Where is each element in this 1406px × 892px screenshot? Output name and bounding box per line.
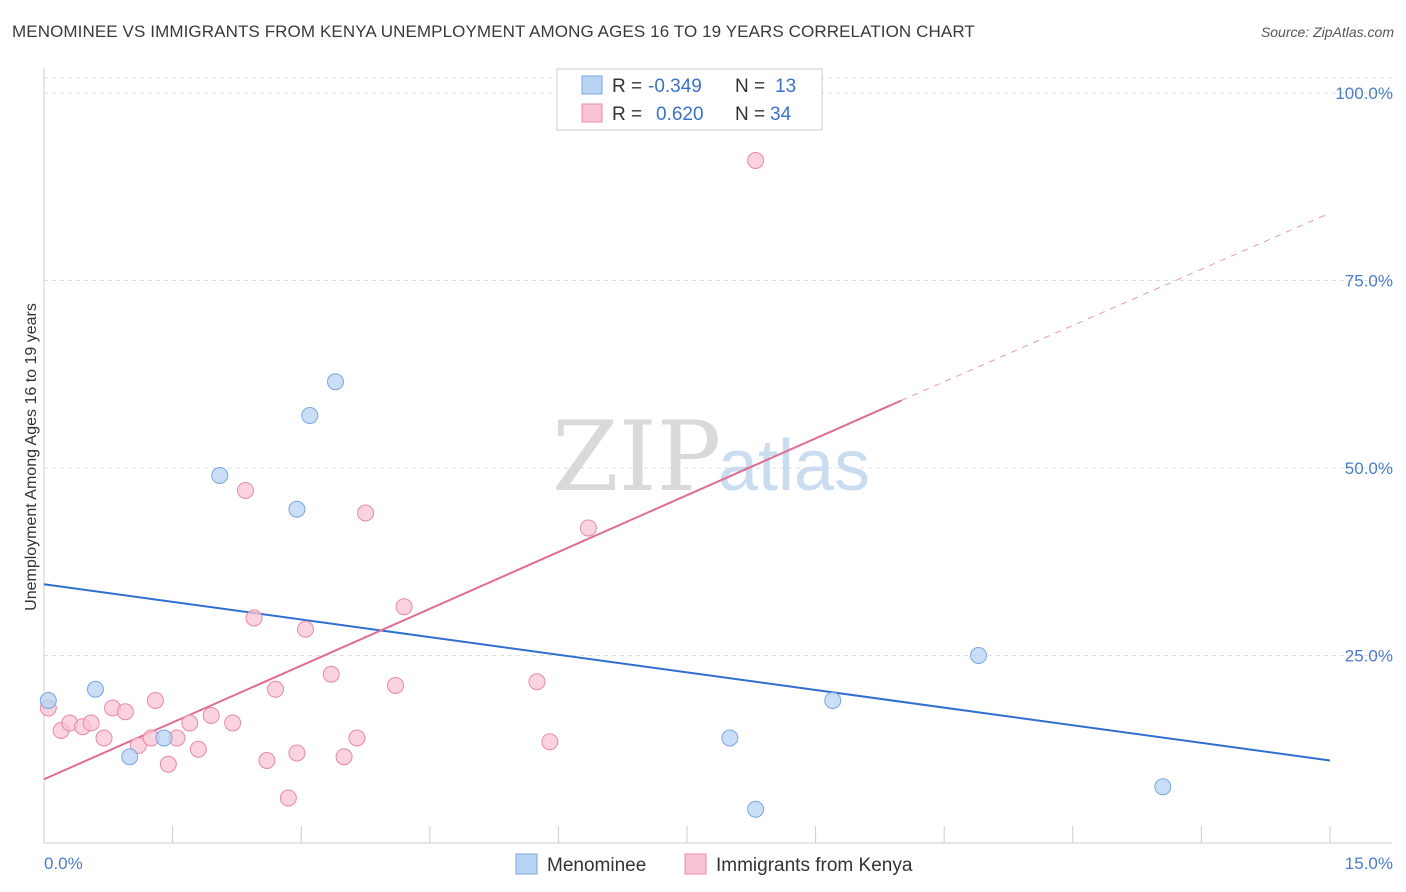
series-legend-label-menominee: Menominee [547,855,646,876]
point-kenya-26 [348,729,366,747]
point-menominee-8 [721,729,739,747]
point-kenya-25 [335,748,353,766]
point-kenya-30 [528,673,546,691]
point-kenya-28 [387,677,405,694]
point-menominee-1 [86,680,104,698]
x-tick-label-1: 15.0% [1345,854,1393,873]
series-legend-swatch-menominee [515,853,538,875]
point-kenya-8 [129,737,147,754]
point-kenya-33 [747,152,765,169]
point-kenya-20 [266,680,284,698]
point-kenya-17 [236,482,254,499]
point-menominee-12 [1154,778,1172,796]
point-kenya-31 [541,733,559,751]
point-kenya-13 [181,714,199,732]
trend-line-menominee [43,583,1331,762]
y-tick-label-2: 75.0% [1345,272,1393,291]
point-kenya-10 [146,692,164,709]
point-kenya-14 [189,740,207,758]
point-menominee-3 [155,729,173,747]
point-menominee-5 [288,500,306,518]
y-tick-label-0: 25.0% [1345,647,1393,666]
point-menominee-7 [326,373,344,391]
legend-n-value-kenya: 34 [770,104,792,125]
legend-r-label-menominee: R = [612,76,642,97]
point-menominee-0 [39,692,57,709]
point-kenya-16 [224,714,242,732]
y-tick-label-1: 50.0% [1345,459,1393,478]
point-kenya-32 [579,519,597,537]
point-kenya-23 [296,620,314,638]
trend-line-kenya [43,399,902,781]
legend-n-label-kenya: N = [735,104,765,125]
point-kenya-29 [395,598,413,616]
data-points [39,152,1172,818]
watermark: ZIP atlas [552,401,870,513]
source-credit: Source: ZipAtlas.com [1260,24,1394,40]
y-tick-label-3: 100.0% [1335,84,1393,103]
x-tick-labels: 0.0% 15.0% [44,854,1393,873]
correlation-legend: R = -0.349 N = 13 R = 0.620 N = 34 [556,68,823,131]
grid-lines [44,77,1392,656]
x-tick-label-0: 0.0% [44,854,83,873]
point-kenya-27 [357,504,374,522]
watermark-atlas: atlas [718,426,870,506]
point-kenya-7 [116,703,134,721]
point-kenya-11 [159,755,177,773]
chart-title: MENOMINEE VS IMMIGRANTS FROM KENYA UNEMP… [12,22,975,41]
legend-r-value-menominee: -0.349 [648,76,702,97]
point-menominee-4 [211,467,229,484]
y-axis-label: Unemployment Among Ages 16 to 19 years [23,303,40,611]
point-kenya-15 [202,707,220,724]
point-kenya-18 [245,609,263,627]
legend-r-value-kenya: 0.620 [656,104,704,125]
series-legend-swatch-kenya [684,853,707,875]
point-menominee-2 [121,748,139,766]
series-legend-label-kenya: Immigrants from Kenya [716,855,913,876]
trend-lines [43,212,1331,781]
point-kenya-4 [82,714,100,732]
legend-n-value-menominee: 13 [775,76,796,97]
point-kenya-22 [288,744,306,762]
y-tick-labels: 25.0% 50.0% 75.0% 100.0% [1335,84,1393,666]
trend-line-kenya-extension [901,212,1331,401]
legend-swatch-kenya [581,103,603,123]
legend-swatch-menominee [581,75,603,95]
watermark-zip: ZIP [552,401,721,513]
point-menominee-10 [824,692,842,709]
point-menominee-11 [969,647,987,664]
series-legend: Menominee Immigrants from Kenya [515,853,913,876]
point-menominee-6 [301,407,319,424]
point-kenya-19 [258,752,276,769]
point-kenya-24 [322,665,340,683]
legend-r-label-kenya: R = [612,104,642,125]
point-kenya-5 [95,729,113,747]
point-kenya-21 [279,789,297,807]
point-menominee-9 [747,800,765,818]
legend-n-label-menominee: N = [735,76,765,97]
